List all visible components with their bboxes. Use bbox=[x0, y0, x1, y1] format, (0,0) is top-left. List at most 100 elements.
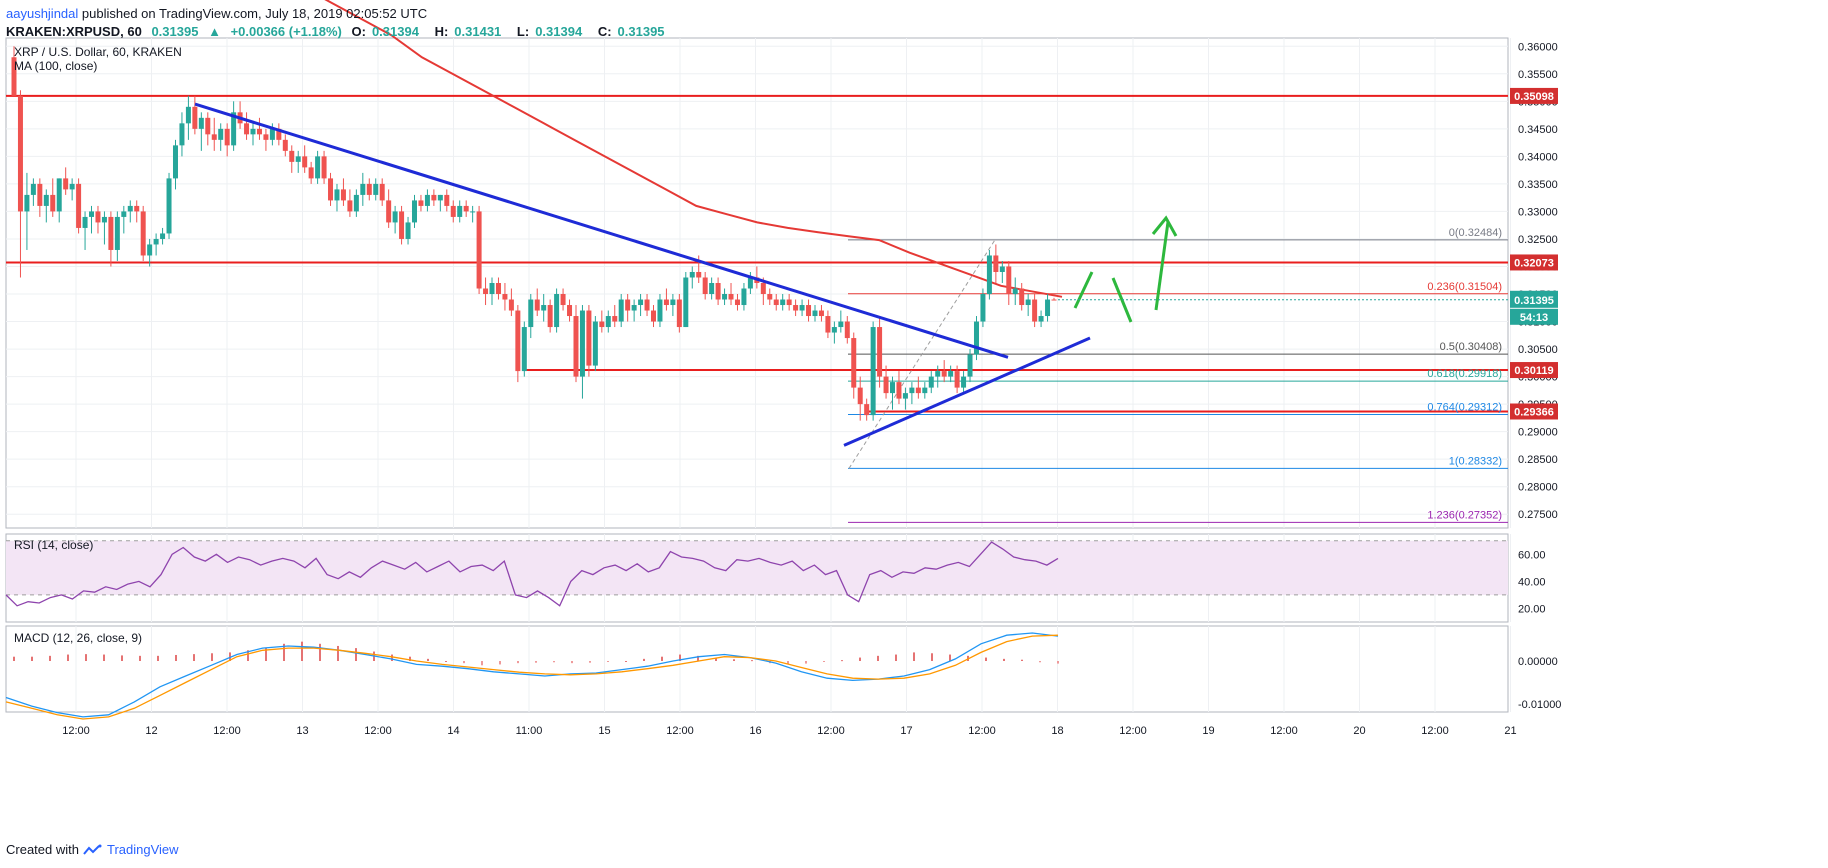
candle-body bbox=[1012, 288, 1018, 295]
candle-body bbox=[334, 189, 340, 201]
macd-label: MACD (12, 26, close, 9) bbox=[14, 631, 142, 645]
x-tick-label: 12:00 bbox=[1270, 725, 1298, 737]
candle-body bbox=[521, 327, 527, 372]
candle-body bbox=[424, 194, 430, 206]
rsi-tick-label: 20.00 bbox=[1518, 603, 1546, 615]
symbol-line: KRAKEN:XRPUSD, 60 0.31395 ▲ +0.00366 (+1… bbox=[6, 24, 677, 39]
candle-body bbox=[722, 294, 728, 300]
macd-hist-bar bbox=[553, 661, 555, 663]
candle-body bbox=[728, 294, 734, 300]
macd-hist-bar bbox=[427, 658, 429, 661]
candle-body bbox=[683, 277, 689, 328]
symbol-name[interactable]: KRAKEN:XRPUSD, 60 bbox=[6, 24, 142, 39]
candle-body bbox=[476, 211, 482, 289]
y-tick-label: 0.36000 bbox=[1518, 41, 1558, 53]
candle-body bbox=[321, 156, 327, 179]
candle-body bbox=[586, 310, 592, 366]
candle-body bbox=[638, 299, 644, 306]
publish-header: aayushjindal published on TradingView.co… bbox=[6, 6, 427, 21]
candle-body bbox=[373, 183, 379, 195]
candle-body bbox=[967, 354, 973, 377]
candle-body bbox=[831, 327, 837, 333]
macd-hist-bar bbox=[787, 661, 789, 665]
candle-body bbox=[108, 216, 114, 250]
candle-body bbox=[121, 211, 127, 217]
candle-body bbox=[676, 299, 682, 328]
macd-hist-bar bbox=[211, 653, 213, 661]
candle-body bbox=[760, 283, 766, 295]
candle-body bbox=[567, 305, 573, 317]
x-tick-label: 21 bbox=[1504, 725, 1516, 737]
candle-body bbox=[870, 327, 876, 416]
price-label-badge bbox=[1510, 87, 1558, 104]
candle-body bbox=[185, 106, 191, 124]
macd-hist-bar bbox=[85, 654, 87, 661]
candle-body bbox=[806, 305, 812, 317]
candle-body bbox=[256, 128, 262, 135]
macd-hist-bar bbox=[535, 661, 537, 663]
macd-hist-bar bbox=[31, 656, 33, 661]
candle-body bbox=[444, 194, 450, 206]
rsi-tick-label: 60.00 bbox=[1518, 549, 1546, 561]
candle-body bbox=[95, 211, 101, 223]
projection-arrow-head bbox=[1151, 215, 1178, 237]
y-tick-label: 0.34500 bbox=[1518, 124, 1558, 136]
tradingview-logo-icon bbox=[83, 844, 102, 855]
price-change: +0.00366 (+1.18%) bbox=[230, 24, 342, 39]
candle-body bbox=[140, 211, 146, 256]
candle-body bbox=[153, 238, 159, 245]
y-tick-label: 0.29000 bbox=[1518, 427, 1558, 439]
macd-hist-bar bbox=[139, 655, 141, 661]
macd-pane bbox=[5, 625, 1509, 713]
candle-body bbox=[56, 178, 62, 212]
candle-body bbox=[470, 211, 476, 213]
x-tick-label: 12:00 bbox=[213, 725, 241, 737]
macd-hist-bar bbox=[805, 661, 807, 664]
candle-body bbox=[43, 194, 49, 206]
candle-body bbox=[799, 305, 805, 311]
candle-body bbox=[935, 371, 941, 377]
candle-body bbox=[999, 266, 1005, 272]
fib-level-label: 0(0.32484) bbox=[1449, 227, 1502, 239]
macd-hist-bar bbox=[337, 645, 339, 661]
x-tick-label: 12:00 bbox=[364, 725, 392, 737]
candle-body bbox=[50, 194, 56, 212]
fib-level-label: 0.5(0.30408) bbox=[1440, 341, 1502, 353]
macd-hist-bar bbox=[391, 654, 393, 661]
ma-100-line bbox=[324, 0, 1063, 298]
macd-hist-bar bbox=[247, 650, 249, 661]
macd-hist-bar bbox=[931, 653, 933, 661]
countdown-badge bbox=[1510, 308, 1558, 325]
candle-body bbox=[276, 128, 282, 140]
projection-arrow bbox=[1154, 221, 1170, 311]
candle-body bbox=[993, 255, 999, 272]
author-link[interactable]: aayushjindal bbox=[6, 6, 79, 21]
chart-title: XRP / U.S. Dollar, 60, KRAKEN bbox=[14, 45, 182, 59]
macd-hist-bar bbox=[445, 661, 447, 662]
macd-hist-bar bbox=[319, 643, 321, 661]
candle-body bbox=[89, 211, 95, 217]
rsi-line bbox=[5, 541, 1059, 607]
candle-body bbox=[534, 299, 540, 311]
y-tick-label: 0.30500 bbox=[1518, 344, 1558, 356]
candle-body bbox=[689, 271, 695, 278]
candle-body bbox=[1032, 299, 1038, 322]
macd-hist-bar bbox=[841, 660, 843, 662]
x-tick-label: 12:00 bbox=[666, 725, 694, 737]
candle-body bbox=[495, 283, 501, 295]
descending-trendline bbox=[194, 102, 1009, 359]
tradingview-link[interactable]: TradingView bbox=[106, 842, 179, 857]
footer: Created with TradingView bbox=[6, 842, 179, 857]
candle-body bbox=[657, 299, 663, 322]
candle-body bbox=[218, 128, 224, 140]
candle-body bbox=[883, 376, 889, 394]
macd-hist-bar bbox=[985, 657, 987, 661]
candle-body bbox=[877, 327, 883, 377]
candle-body bbox=[961, 376, 967, 388]
candle-body bbox=[857, 387, 863, 405]
macd-hist-bar bbox=[895, 654, 897, 661]
candle-body bbox=[1045, 299, 1051, 317]
candle-body bbox=[198, 117, 204, 129]
ohlc-high: H: 0.31431 bbox=[434, 24, 502, 39]
